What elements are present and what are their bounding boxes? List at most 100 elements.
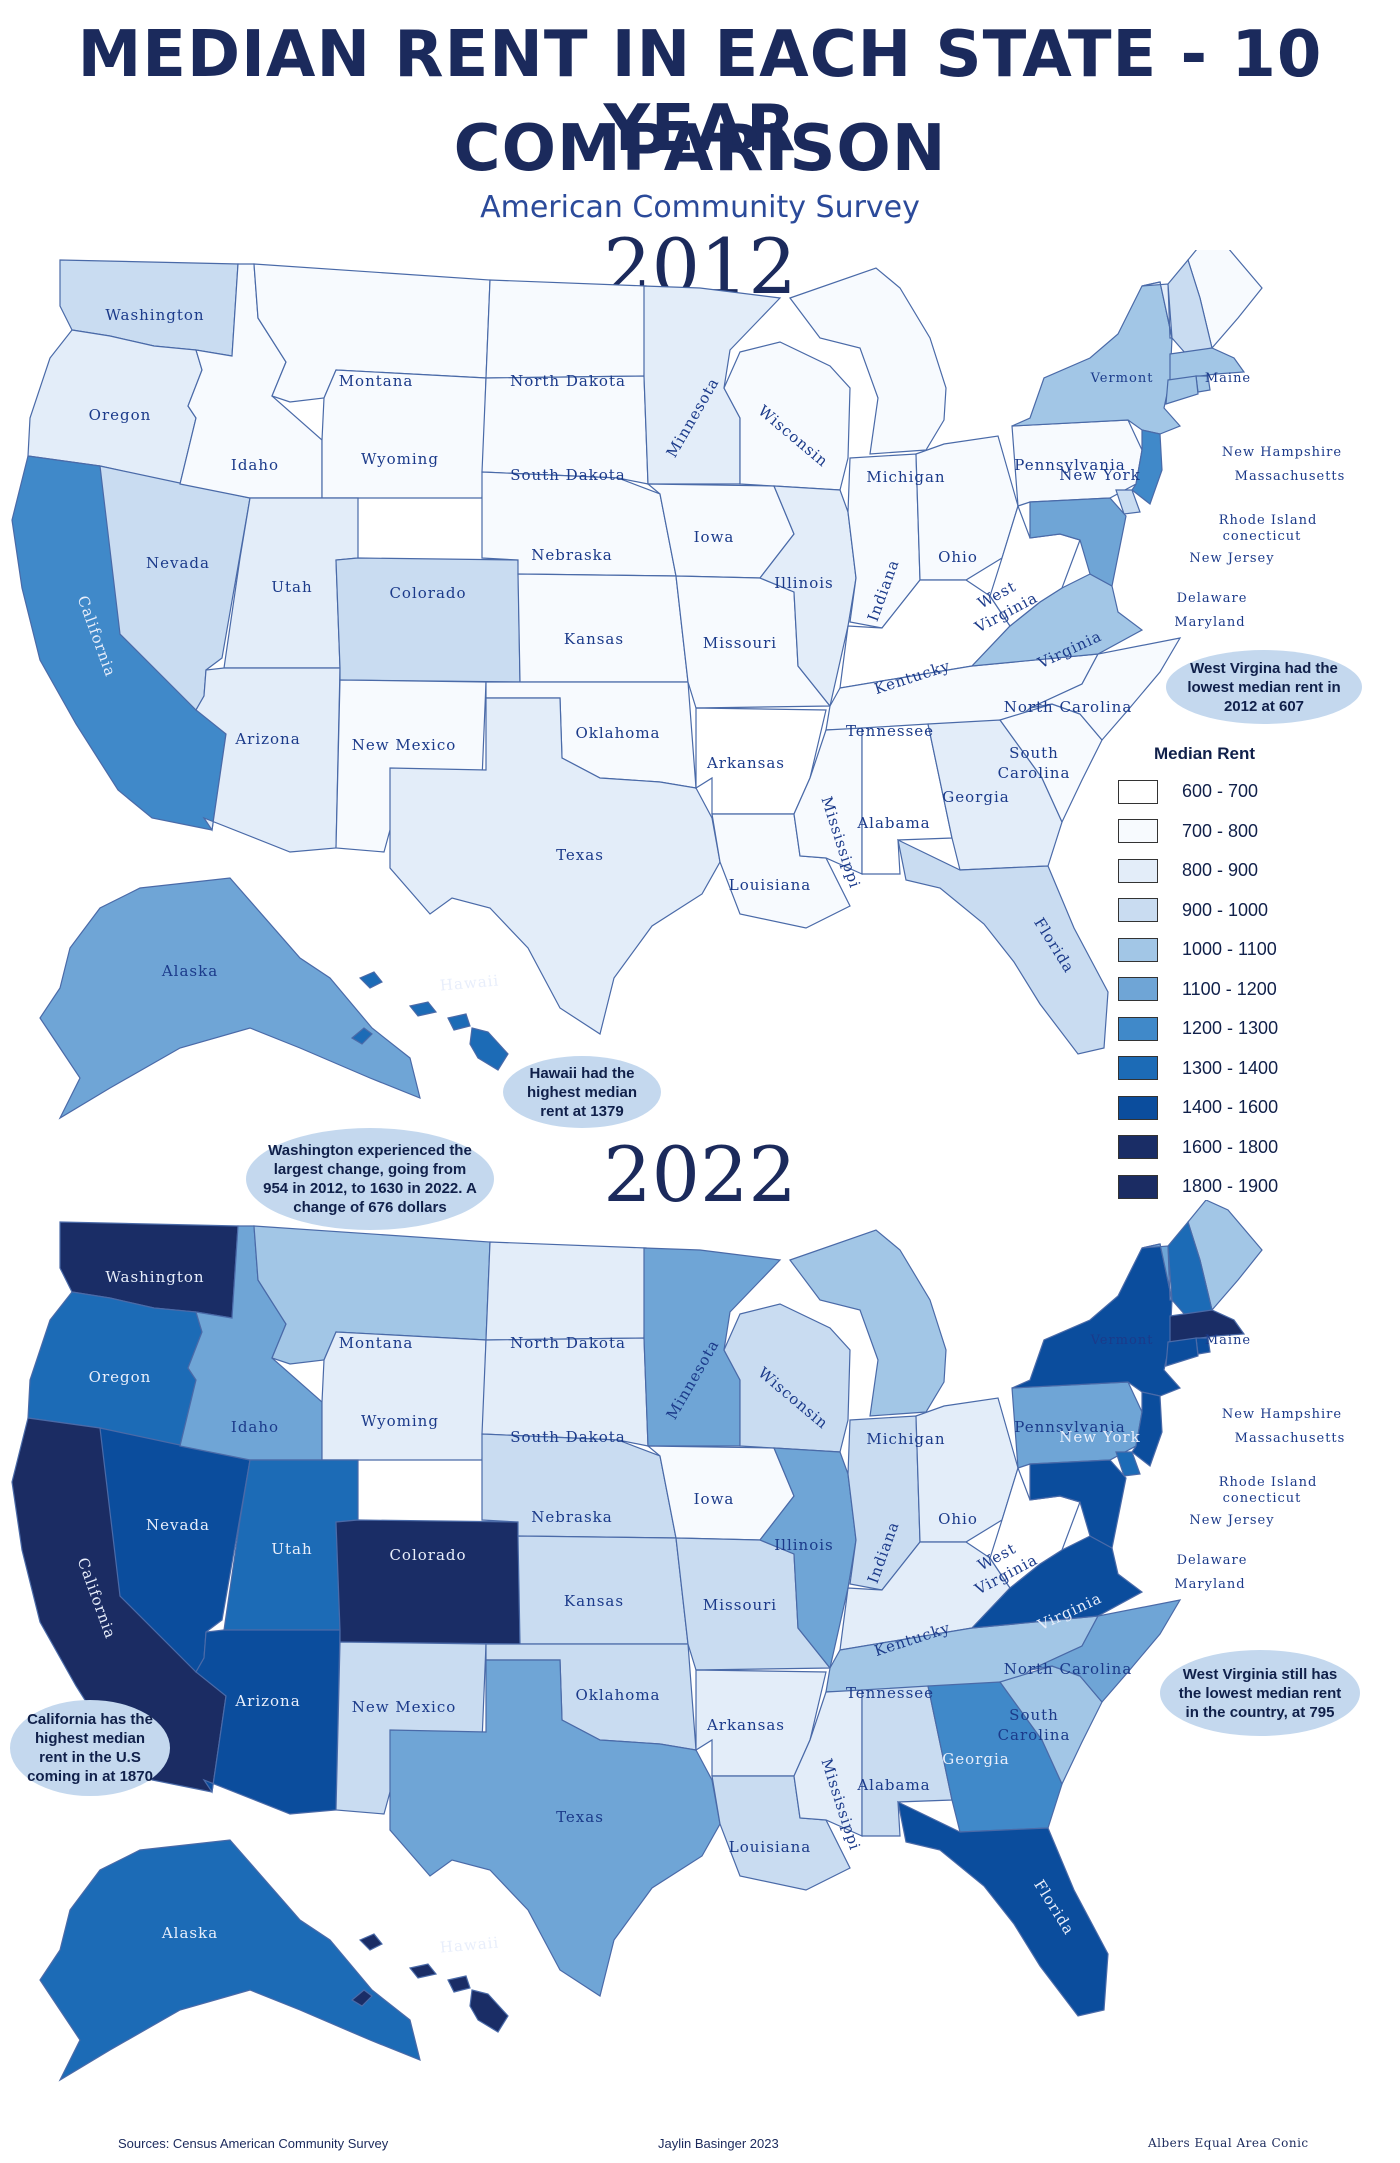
state-label-oregon: Oregon	[89, 406, 152, 424]
state-alaska	[39, 877, 421, 1120]
state-maryland	[1029, 497, 1127, 587]
state-label-oklahoma: Oklahoma	[576, 1686, 661, 1704]
legend-label: 1000 - 1100	[1182, 939, 1277, 960]
legend-row: 900 - 1000	[1118, 891, 1278, 931]
legend-swatch	[1118, 1056, 1158, 1081]
legend-row: 600 - 700	[1118, 772, 1278, 812]
legend-label: 600 - 700	[1182, 781, 1259, 802]
state-label-georgia: Georgia	[942, 1750, 1009, 1768]
state-label-rhode-island: Rhode Island	[1219, 513, 1318, 528]
state-label-louisiana: Louisiana	[729, 1838, 812, 1856]
state-colorado	[335, 557, 521, 683]
state-label-delaware: Delaware	[1177, 591, 1248, 606]
state-kansas	[517, 1535, 689, 1645]
state-label-washington: Washington	[105, 306, 204, 324]
state-label-alaska: Alaska	[161, 1924, 218, 1942]
state-label-new-jersey: New Jersey	[1189, 551, 1274, 566]
state-label-maryland: Maryland	[1174, 1577, 1245, 1592]
state-label-illinois: Illinois	[774, 1536, 834, 1554]
state-label-maine: Maine	[1205, 1333, 1251, 1348]
state-label-south-carolina: Carolina	[998, 764, 1071, 782]
note-hawaii-2012: Hawaii had the highest median rent at 13…	[503, 1056, 661, 1128]
note-west-virginia-2012: West Virgina had the lowest median rent …	[1166, 650, 1362, 724]
map-2012: Washington Oregon Idaho Montana Wyoming Utah N…	[11, 250, 1344, 1120]
state-label-kansas: Kansas	[564, 1592, 624, 1610]
state-label-ohio: Ohio	[938, 548, 978, 566]
state-new-york	[1011, 281, 1182, 435]
state-label-georgia: Georgia	[942, 788, 1009, 806]
state-label-north-carolina: North Carolina	[1004, 1660, 1133, 1678]
state-label-arkansas: Arkansas	[706, 754, 785, 772]
legend-swatch	[1118, 1016, 1158, 1041]
state-vermont	[1141, 281, 1173, 339]
state-label-tennessee: Tennessee	[846, 1684, 934, 1702]
legend-row: 1300 - 1400	[1118, 1049, 1278, 1089]
map-2022: Washington Oregon Idaho Montana Wyoming Utah N…	[11, 1200, 1344, 2082]
state-wisconsin	[723, 341, 851, 491]
state-texas	[389, 697, 721, 1035]
state-label-arizona: Arizona	[234, 1692, 300, 1710]
state-north-carolina	[1029, 637, 1182, 741]
state-new-york	[1011, 1243, 1182, 1397]
legend-swatch	[1118, 819, 1158, 844]
state-label-michigan: Michigan	[866, 468, 945, 486]
state-label-new-hampshire: New Hampshire	[1222, 445, 1342, 460]
year-2022-heading: 2022	[603, 1130, 797, 1219]
state-michigan	[789, 267, 947, 455]
state-label-connecticut: conecticut	[1223, 529, 1302, 544]
state-texas	[389, 1659, 721, 1997]
state-label-nevada: Nevada	[146, 1516, 210, 1534]
state-label-kansas: Kansas	[564, 630, 624, 648]
legend-swatch	[1118, 1095, 1158, 1120]
state-hawaii	[350, 1933, 509, 2033]
state-florida	[897, 838, 1109, 1055]
state-label-montana: Montana	[339, 1334, 414, 1352]
note-washington-change: Washington experienced the largest chang…	[246, 1128, 494, 1230]
legend-label: 1200 - 1300	[1182, 1018, 1279, 1039]
state-alaska	[39, 1839, 421, 2082]
state-label-delaware: Delaware	[1177, 1553, 1248, 1568]
state-colorado	[335, 1519, 521, 1645]
state-wisconsin	[723, 1303, 851, 1453]
state-new-jersey	[1131, 1391, 1163, 1467]
footer-author: Jaylin Basinger 2023	[658, 2136, 779, 2151]
state-label-nevada: Nevada	[146, 554, 210, 572]
legend-swatch	[1118, 858, 1158, 883]
state-label-north-dakota: North Dakota	[510, 372, 626, 390]
state-label-alabama: Alabama	[856, 1776, 930, 1794]
legend-label: 1300 - 1400	[1182, 1057, 1279, 1078]
state-label-alaska: Alaska	[161, 962, 218, 980]
footer-sources: Sources: Census American Community Surve…	[118, 2136, 389, 2151]
legend-swatch	[1118, 937, 1158, 962]
state-label-ohio: Ohio	[938, 1510, 978, 1528]
state-label-wyoming: Wyoming	[361, 450, 439, 468]
state-label-north-carolina: North Carolina	[1004, 698, 1133, 716]
state-hawaii	[350, 971, 509, 1071]
state-label-texas: Texas	[556, 1808, 604, 1826]
state-vermont	[1141, 1243, 1173, 1301]
state-label-south-carolina: South	[1009, 744, 1059, 762]
legend-label: 700 - 800	[1182, 820, 1259, 841]
state-label-arkansas: Arkansas	[706, 1716, 785, 1734]
legend-row: 800 - 900	[1118, 851, 1278, 891]
state-label-arizona: Arizona	[234, 730, 300, 748]
state-label-new-york: New York	[1059, 466, 1141, 484]
state-label-nebraska: Nebraska	[531, 1508, 612, 1526]
state-label-idaho: Idaho	[231, 456, 279, 474]
state-label-south-carolina: Carolina	[998, 1726, 1071, 1744]
state-label-oklahoma: Oklahoma	[576, 724, 661, 742]
state-label-missouri: Missouri	[703, 1596, 777, 1614]
state-connecticut	[1165, 1337, 1199, 1367]
state-label-iowa: Iowa	[694, 1490, 735, 1508]
legend-label: 800 - 900	[1182, 860, 1259, 881]
state-kansas	[517, 573, 689, 683]
legend-label: 1800 - 1900	[1182, 1176, 1279, 1197]
legend-label: 900 - 1000	[1182, 899, 1269, 920]
state-label-hawaii: Hawaii	[439, 1933, 500, 1956]
state-label-pennsylvania: Pennsylvania	[1014, 1418, 1125, 1436]
state-label-illinois: Illinois	[774, 574, 834, 592]
state-label-montana: Montana	[339, 372, 414, 390]
state-south-dakota	[481, 1337, 649, 1447]
legend-swatch	[1118, 977, 1158, 1002]
state-label-michigan: Michigan	[866, 1430, 945, 1448]
